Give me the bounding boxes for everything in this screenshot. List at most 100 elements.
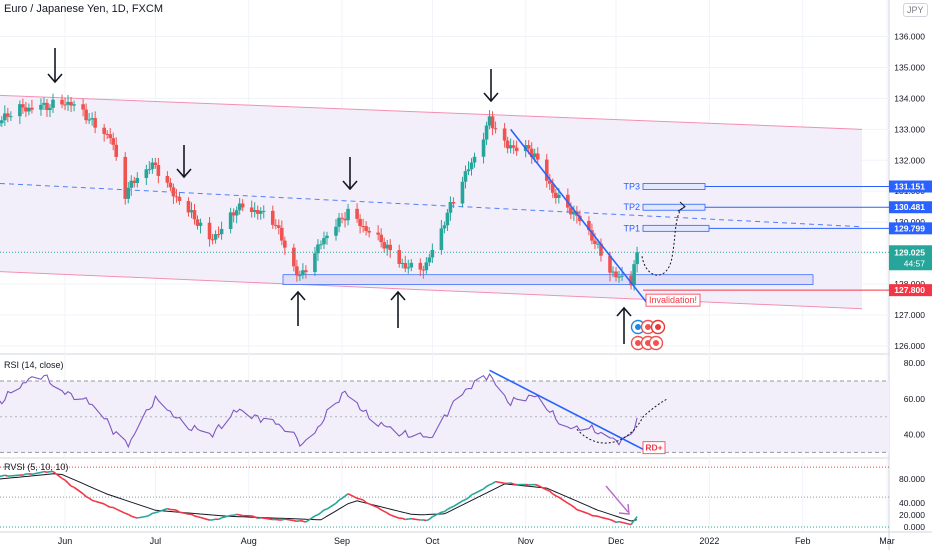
rvsi-fast-segment — [0, 476, 2, 477]
candle-body — [635, 252, 639, 264]
rsi-tick-label: 40.00 — [904, 430, 926, 440]
rvsi-fast-segment — [252, 516, 255, 517]
x-tick-label: Jul — [150, 536, 162, 546]
candle-body — [340, 218, 344, 219]
x-tick-label: Sep — [334, 536, 350, 546]
y-tick-label: 127.000 — [894, 310, 925, 320]
candle-body — [157, 165, 161, 176]
rsi-tick-label: 80.00 — [904, 358, 926, 368]
candle-body — [536, 153, 540, 159]
candle-body — [440, 228, 444, 250]
candle-body — [467, 169, 471, 171]
rvsi-fast-segment — [237, 514, 240, 515]
rsi-divergence-label: RD+ — [645, 443, 662, 453]
candle-body — [72, 104, 76, 105]
rvsi-fast-segment — [387, 513, 390, 515]
candle-body — [431, 250, 435, 258]
rvsi-tick-label: 40.000 — [899, 498, 925, 508]
x-tick-label: Dec — [608, 536, 625, 546]
rvsi-fast-segment — [213, 519, 216, 520]
candle-body — [21, 104, 25, 107]
rvsi-fast-segment — [282, 519, 285, 520]
rvsi-fast-segment — [496, 482, 505, 484]
rvsi-tick-label: 20.000 — [899, 510, 925, 520]
candle-body — [235, 210, 239, 215]
candle-body — [280, 228, 284, 241]
rvsi-fast-segment — [44, 472, 47, 473]
candle-body — [593, 241, 597, 244]
target-label: TP2 — [623, 202, 640, 212]
target-price-value: 129.799 — [894, 223, 925, 233]
candle-body — [271, 211, 275, 225]
rvsi-fast-segment — [195, 516, 198, 517]
target-label: TP1 — [623, 223, 640, 233]
rvsi-fast-segment — [426, 519, 429, 520]
candle-body — [148, 169, 152, 170]
signal-marker-core — [635, 340, 641, 346]
candle-body — [81, 104, 85, 109]
candle-body — [461, 182, 465, 204]
rvsi-fast-segment — [511, 483, 514, 484]
candle-body — [512, 145, 516, 147]
rvsi-fast-segment — [484, 486, 487, 489]
candle-body — [178, 197, 182, 201]
rvsi-fast-segment — [462, 500, 465, 501]
rvsi-fast-segment — [83, 494, 86, 497]
candle-body — [262, 211, 266, 212]
candle-body — [126, 188, 130, 199]
candle-body — [169, 183, 173, 188]
rvsi-fast-segment — [155, 512, 158, 513]
currency-badge[interactable]: JPY — [903, 3, 928, 17]
rsi-title: RSI (14, close) — [4, 360, 64, 370]
x-tick-label: Mar — [879, 536, 895, 546]
rvsi-fast-segment — [92, 500, 95, 501]
rvsi-fast-segment — [32, 472, 41, 474]
candle-body — [295, 266, 299, 275]
candle-body — [557, 195, 561, 198]
rvsi-fast-segment — [610, 519, 613, 520]
rvsi-fast-segment — [315, 515, 318, 516]
candle-body — [449, 202, 453, 213]
last-price-value: 129.025 — [894, 247, 925, 257]
candle-body — [114, 145, 118, 157]
rvsi-fast-segment — [191, 514, 194, 516]
candle-body — [84, 110, 88, 121]
candle-body — [473, 157, 477, 163]
rvsi-title: RVSI (5, 10, 10) — [4, 462, 68, 472]
target-box — [643, 204, 705, 210]
candle-body — [277, 225, 281, 228]
rvsi-fast-segment — [601, 517, 610, 519]
signal-marker-core — [653, 340, 659, 346]
candle-body — [325, 236, 329, 238]
x-tick-label: Jun — [58, 536, 73, 546]
candle-body — [102, 128, 106, 134]
rvsi-fast-segment — [71, 486, 74, 487]
rvsi-fast-segment — [68, 483, 71, 486]
candle-body — [154, 162, 158, 165]
candle-body — [515, 148, 519, 152]
rvsi-fast-segment — [622, 522, 631, 524]
rvsi-fast-segment — [487, 485, 490, 487]
signal-marker-core — [645, 324, 651, 330]
candle-body — [208, 223, 212, 240]
rvsi-annotation-arrow — [606, 486, 628, 512]
rvsi-fast-segment — [547, 490, 550, 491]
rvsi-fast-segment — [366, 503, 369, 504]
rvsi-annotation-arrowhead — [619, 504, 629, 514]
rvsi-fast-segment — [137, 516, 146, 518]
candle-body — [30, 108, 34, 110]
rvsi-fast-segment — [125, 513, 128, 514]
candle-body — [292, 248, 296, 267]
rvsi-fast-segment — [201, 518, 210, 521]
rvsi-fast-segment — [86, 497, 89, 499]
y-tick-label: 126.000 — [894, 341, 925, 351]
rvsi-fast-segment — [357, 498, 360, 499]
y-tick-label: 133.000 — [894, 124, 925, 134]
candle-body — [527, 145, 531, 149]
rvsi-fast-segment — [535, 485, 538, 486]
target-label: TP3 — [623, 182, 640, 192]
candle-body — [494, 128, 498, 129]
candle-body — [193, 210, 197, 219]
rvsi-fast-segment — [318, 513, 321, 515]
candle-body — [9, 116, 13, 117]
